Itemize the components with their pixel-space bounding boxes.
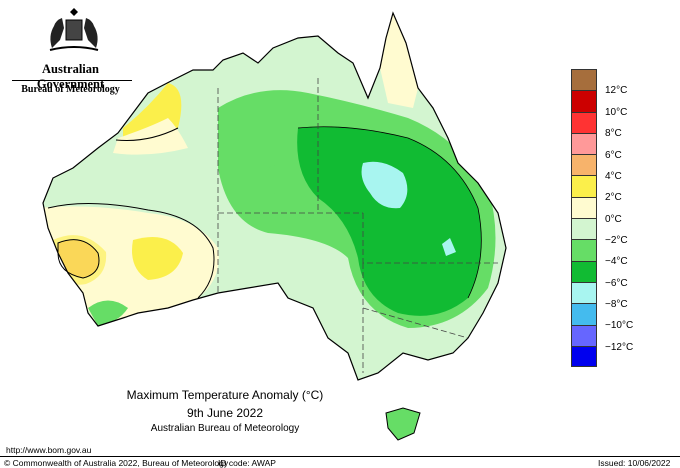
legend-swatch: [571, 281, 597, 304]
coat-of-arms-icon: [49, 8, 99, 51]
legend-label: −12°C: [605, 342, 634, 353]
legend-label: 10°C: [605, 107, 628, 118]
legend-label: 4°C: [605, 171, 622, 182]
map-title: Maximum Temperature Anomaly (°C): [126, 388, 324, 402]
map-source: Australian Bureau of Meteorology: [150, 423, 300, 434]
legend-swatch: [571, 303, 597, 325]
legend-label: 6°C: [605, 150, 622, 161]
agency-name: Bureau of Meteorology: [21, 84, 120, 95]
legend-swatch: [571, 239, 597, 261]
legend-label: −2°C: [605, 235, 628, 246]
legend-label: −10°C: [605, 320, 634, 331]
legend-swatch: [571, 345, 597, 368]
legend-swatch: [571, 111, 597, 133]
legend-swatch: [571, 260, 597, 282]
legend-label: −6°C: [605, 278, 628, 289]
legend-label: 2°C: [605, 192, 622, 203]
color-legend: [571, 69, 597, 368]
map-date: 9th June 2022: [186, 406, 264, 420]
legend-label: 8°C: [605, 128, 622, 139]
footer-divider: [0, 456, 680, 457]
legend-label: 12°C: [605, 85, 628, 96]
legend-swatch: [571, 90, 597, 112]
legend-swatch: [571, 154, 597, 176]
website-link[interactable]: http://www.bom.gov.au: [6, 445, 92, 455]
legend-swatch: [571, 196, 597, 219]
legend-label: −4°C: [605, 256, 628, 267]
anomaly-map: [42, 12, 507, 441]
legend-label: 0°C: [605, 214, 622, 225]
id-code: ID code: AWAP: [218, 458, 276, 468]
legend-label: −8°C: [605, 299, 628, 310]
legend-swatch: [571, 132, 597, 155]
legend-swatch: [571, 324, 597, 346]
legend-swatch: [571, 218, 597, 240]
legend-swatch: [571, 69, 597, 91]
logo-divider: [12, 80, 132, 81]
legend-swatch: [571, 175, 597, 197]
issued-date: Issued: 10/06/2022: [598, 458, 671, 468]
copyright-text: © Commonwealth of Australia 2022, Bureau…: [4, 458, 229, 468]
bom-logo: Australian Government Bureau of Meteorol…: [8, 6, 133, 96]
